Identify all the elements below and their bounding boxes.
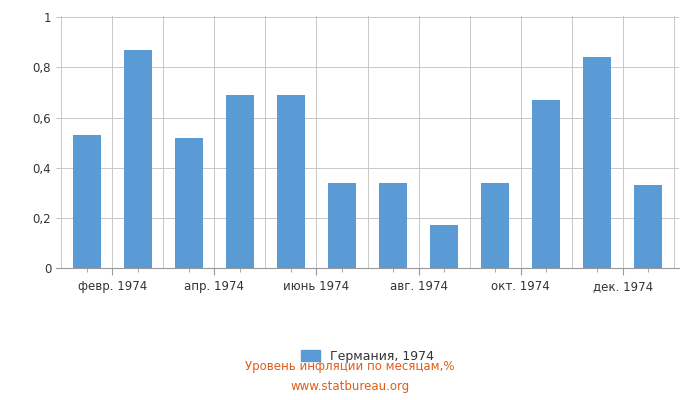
Text: www.statbureau.org: www.statbureau.org xyxy=(290,380,410,393)
Text: Уровень инфляции по месяцам,%: Уровень инфляции по месяцам,% xyxy=(245,360,455,373)
Bar xyxy=(277,95,305,268)
Bar xyxy=(226,95,254,268)
Bar xyxy=(328,183,356,268)
Bar xyxy=(124,50,152,268)
Bar xyxy=(634,185,662,268)
Bar xyxy=(175,138,203,268)
Bar xyxy=(481,183,509,268)
Bar xyxy=(379,183,407,268)
Bar xyxy=(430,225,458,268)
Bar xyxy=(73,135,101,268)
Bar xyxy=(583,57,611,268)
Bar xyxy=(532,100,560,268)
Legend: Германия, 1974: Германия, 1974 xyxy=(296,344,439,368)
